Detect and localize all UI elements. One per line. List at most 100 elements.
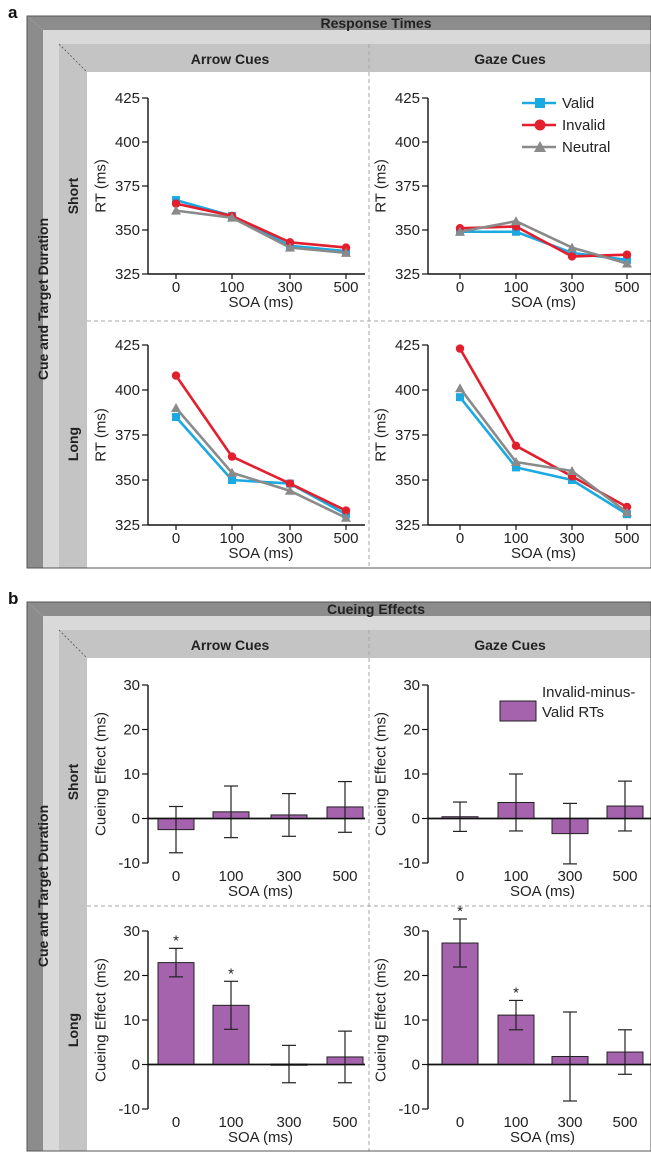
series-line-neutral [459, 219, 628, 265]
legend-swatch [499, 700, 537, 722]
point-neutral [511, 457, 521, 466]
y-tick-label: 325 [115, 517, 140, 534]
point-valid [456, 393, 464, 402]
panel-b-frame [26, 601, 651, 1152]
bar [157, 962, 195, 1065]
legend-marker-neutral [534, 141, 546, 152]
x-tick-label: 500 [332, 868, 357, 885]
point-invalid [567, 252, 577, 261]
x-tick-label: 0 [456, 530, 464, 547]
y-tick-label: 20 [403, 722, 420, 739]
point-invalid [511, 441, 521, 450]
legend-marker-invalid [534, 119, 546, 131]
point-valid [228, 476, 236, 484]
x-axis-label: SOA (ms) [228, 883, 293, 900]
chart-a-long-gaze: 325 350 375 400 425 RT (ms) 0 100 300 500 SOA (ms) [373, 337, 651, 562]
series-line-invalid [174, 374, 347, 512]
panel-a-side-label: Cue and Target Duration [35, 218, 51, 380]
x-tick-label: 0 [172, 279, 180, 296]
x-tick-label: 100 [503, 530, 528, 547]
chart-b-short-arrow: -10 0 10 20 30 Cueing Effect (ms) 0 100 300 500 SO… [93, 677, 365, 900]
panel-b-letter: b [8, 589, 18, 608]
y-tick-label: -10 [398, 1101, 420, 1118]
legend-label-neutral: Neutral [562, 139, 610, 156]
point-neutral [285, 242, 295, 252]
point-neutral [622, 258, 632, 268]
panel-b-row-long: Long [65, 1013, 81, 1047]
significance-star: * [173, 932, 179, 949]
x-tick-label: 100 [218, 1114, 243, 1131]
panel-b-col-gaze: Gaze Cues [474, 637, 546, 653]
panel-b-row-short: Short [65, 763, 81, 800]
series-line-neutral [458, 387, 628, 514]
point-valid [512, 463, 520, 472]
y-tick-label: 425 [115, 90, 140, 107]
panel-a-row-short: Short [65, 177, 81, 214]
chart-a-short-gaze: 325 350 375 400 425 RT (ms) 0 100 300 500 SOA (ms)… [373, 90, 651, 311]
point-invalid [227, 452, 237, 461]
x-axis-label: SOA (ms) [511, 545, 576, 562]
y-tick-label: 400 [395, 134, 420, 151]
point-invalid [285, 479, 295, 488]
y-tick-label: 400 [115, 134, 140, 151]
point-neutral [285, 485, 295, 495]
chart-b-short-gaze: -10 0 10 20 30 Cueing Effect (ms) 0 100 300 500 SO… [373, 677, 651, 900]
panel-a-frame [26, 15, 651, 569]
x-axis-label: SOA (ms) [510, 1129, 575, 1146]
y-tick-label: 10 [123, 766, 140, 783]
x-tick-label: 500 [612, 868, 637, 885]
x-tick-label: 100 [219, 530, 244, 547]
series-line-neutral [175, 407, 347, 519]
x-tick-label: 0 [172, 1114, 180, 1131]
y-tick-label: 375 [395, 178, 420, 195]
y-tick-label: 30 [403, 677, 420, 694]
x-tick-label: 100 [503, 1114, 528, 1131]
x-tick-label: 500 [333, 530, 358, 547]
y-tick-label: 350 [115, 472, 140, 489]
point-neutral [341, 247, 351, 257]
point-invalid [171, 199, 181, 208]
x-tick-label: 100 [503, 279, 528, 296]
panel-a-col-gaze: Gaze Cues [474, 51, 546, 67]
y-tick-label: 0 [412, 1057, 420, 1074]
y-tick-label: -10 [118, 855, 140, 872]
legend-label: Valid RTs [542, 704, 604, 721]
x-tick-label: 500 [614, 530, 639, 547]
point-invalid [341, 506, 351, 515]
point-valid [172, 413, 180, 421]
point-neutral [567, 242, 577, 252]
y-tick-label: 30 [123, 677, 140, 694]
y-tick-label: 0 [132, 811, 140, 828]
y-tick-label: 0 [412, 811, 420, 828]
y-tick-label: 325 [395, 517, 420, 534]
y-tick-label: 10 [403, 1012, 420, 1029]
x-tick-label: 500 [333, 279, 358, 296]
y-axis-label: Cueing Effect (ms) [93, 712, 110, 836]
y-tick-label: 325 [395, 266, 420, 283]
x-axis-label: SOA (ms) [228, 545, 293, 562]
x-tick-label: 500 [614, 279, 639, 296]
series-line-valid [175, 198, 347, 253]
y-tick-label: -10 [398, 855, 420, 872]
legend-label-invalid: Invalid [562, 117, 605, 134]
y-axis-label: Cueing Effect (ms) [373, 712, 390, 836]
y-tick-label: 425 [115, 337, 140, 354]
point-neutral [567, 466, 577, 475]
legend-marker-valid [535, 98, 545, 108]
y-tick-label: 325 [115, 266, 140, 283]
x-tick-label: 0 [456, 868, 464, 885]
x-tick-label: 0 [456, 279, 464, 296]
point-neutral [511, 216, 521, 226]
x-tick-label: 300 [557, 868, 582, 885]
point-neutral [227, 467, 237, 477]
y-tick-label: 10 [403, 766, 420, 783]
legend-label: Invalid-minus- [542, 684, 635, 701]
point-neutral [622, 507, 632, 517]
panel-a-header: Response Times [320, 15, 431, 31]
point-neutral [455, 226, 465, 236]
y-tick-label: 375 [115, 427, 140, 444]
y-axis-label: RT (ms) [93, 159, 110, 213]
chart-b-long-gaze: -10 0 10 20 30 Cueing Effect (ms) 0 100 300 500 SO… [373, 903, 651, 1146]
y-tick-label: 20 [123, 968, 140, 985]
